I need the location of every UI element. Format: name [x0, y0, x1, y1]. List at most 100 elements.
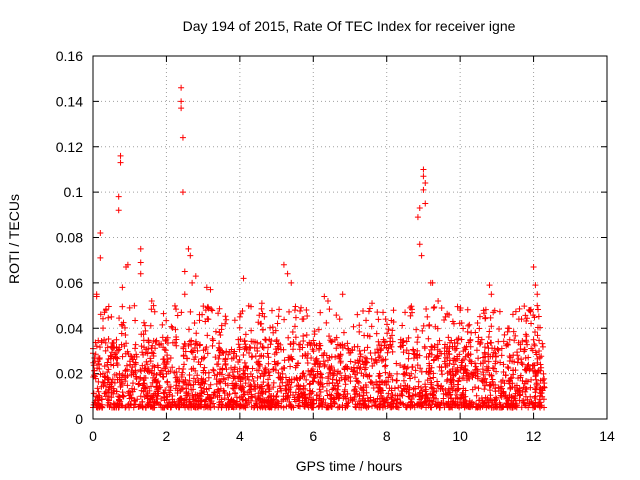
data-point — [480, 371, 487, 378]
data-point — [401, 363, 408, 370]
data-point — [370, 399, 377, 406]
data-point — [144, 384, 151, 391]
data-point — [497, 359, 504, 366]
data-point — [521, 303, 528, 310]
data-point — [336, 316, 343, 323]
data-point — [386, 385, 393, 392]
data-point — [394, 392, 401, 399]
data-point — [397, 362, 404, 369]
data-point — [206, 385, 213, 392]
data-point — [485, 365, 492, 372]
data-point — [443, 348, 450, 355]
data-point — [110, 344, 117, 351]
data-point — [524, 396, 531, 403]
data-point — [148, 345, 155, 352]
data-point — [539, 343, 546, 350]
data-point — [408, 370, 415, 377]
data-point — [287, 341, 294, 348]
data-point — [336, 353, 343, 360]
data-point — [472, 366, 479, 373]
data-point — [531, 328, 538, 335]
data-point — [504, 403, 511, 410]
data-point — [386, 402, 393, 409]
data-point — [357, 384, 364, 391]
data-point — [212, 328, 219, 335]
data-point — [487, 339, 494, 346]
data-point — [185, 342, 192, 349]
data-point — [276, 306, 283, 313]
data-point — [272, 346, 279, 353]
data-point — [381, 363, 388, 370]
data-point — [534, 368, 541, 375]
data-point — [436, 348, 443, 355]
data-point — [271, 358, 278, 365]
data-point — [340, 329, 347, 336]
data-point — [316, 393, 323, 400]
data-point — [127, 401, 134, 408]
data-point — [180, 344, 187, 351]
data-point — [488, 323, 495, 330]
data-point — [288, 355, 295, 362]
data-point — [156, 401, 162, 408]
data-point — [373, 378, 380, 385]
data-point — [132, 341, 139, 348]
data-point — [113, 388, 120, 395]
data-point — [502, 372, 509, 379]
data-point — [388, 317, 395, 324]
data-point — [277, 375, 284, 382]
data-point — [425, 401, 432, 408]
data-point — [243, 345, 250, 352]
data-point — [514, 352, 521, 359]
data-point — [500, 361, 507, 368]
data-point — [137, 366, 144, 373]
data-point — [377, 347, 384, 354]
data-point — [354, 369, 361, 376]
data-point — [375, 338, 382, 345]
data-point — [452, 368, 459, 375]
data-point — [259, 343, 266, 350]
data-point — [504, 394, 511, 401]
data-point — [535, 367, 542, 374]
data-point — [200, 367, 207, 374]
data-point — [255, 361, 262, 368]
data-point — [416, 205, 423, 212]
data-point — [389, 327, 396, 334]
data-point — [116, 315, 123, 322]
data-point — [380, 336, 387, 343]
data-point — [107, 355, 114, 362]
data-point — [209, 307, 216, 314]
data-point — [265, 354, 272, 361]
data-point — [483, 363, 490, 370]
data-point — [385, 326, 392, 333]
data-point — [317, 400, 324, 407]
data-point — [317, 389, 324, 396]
data-point — [516, 305, 523, 312]
data-point — [303, 376, 310, 383]
data-point — [281, 365, 288, 372]
data-point — [306, 339, 313, 346]
data-point — [364, 344, 371, 351]
data-point — [259, 310, 266, 317]
data-point — [474, 368, 481, 375]
data-point — [416, 396, 423, 403]
data-point — [301, 402, 308, 409]
data-point — [403, 347, 410, 354]
data-point — [105, 336, 112, 343]
data-point — [487, 314, 494, 321]
data-point — [478, 336, 485, 343]
data-point — [495, 338, 502, 345]
data-point — [302, 351, 309, 358]
data-point — [147, 396, 154, 403]
data-point — [335, 383, 342, 390]
data-point — [242, 364, 249, 371]
data-point — [198, 389, 205, 396]
data-point — [407, 312, 414, 319]
data-point — [362, 402, 369, 409]
data-point — [380, 397, 387, 404]
data-point — [201, 389, 208, 396]
data-point — [119, 303, 126, 310]
data-point — [111, 371, 118, 378]
data-point — [119, 322, 126, 329]
y-tick-label: 0.1 — [64, 184, 84, 200]
data-point — [505, 365, 512, 372]
